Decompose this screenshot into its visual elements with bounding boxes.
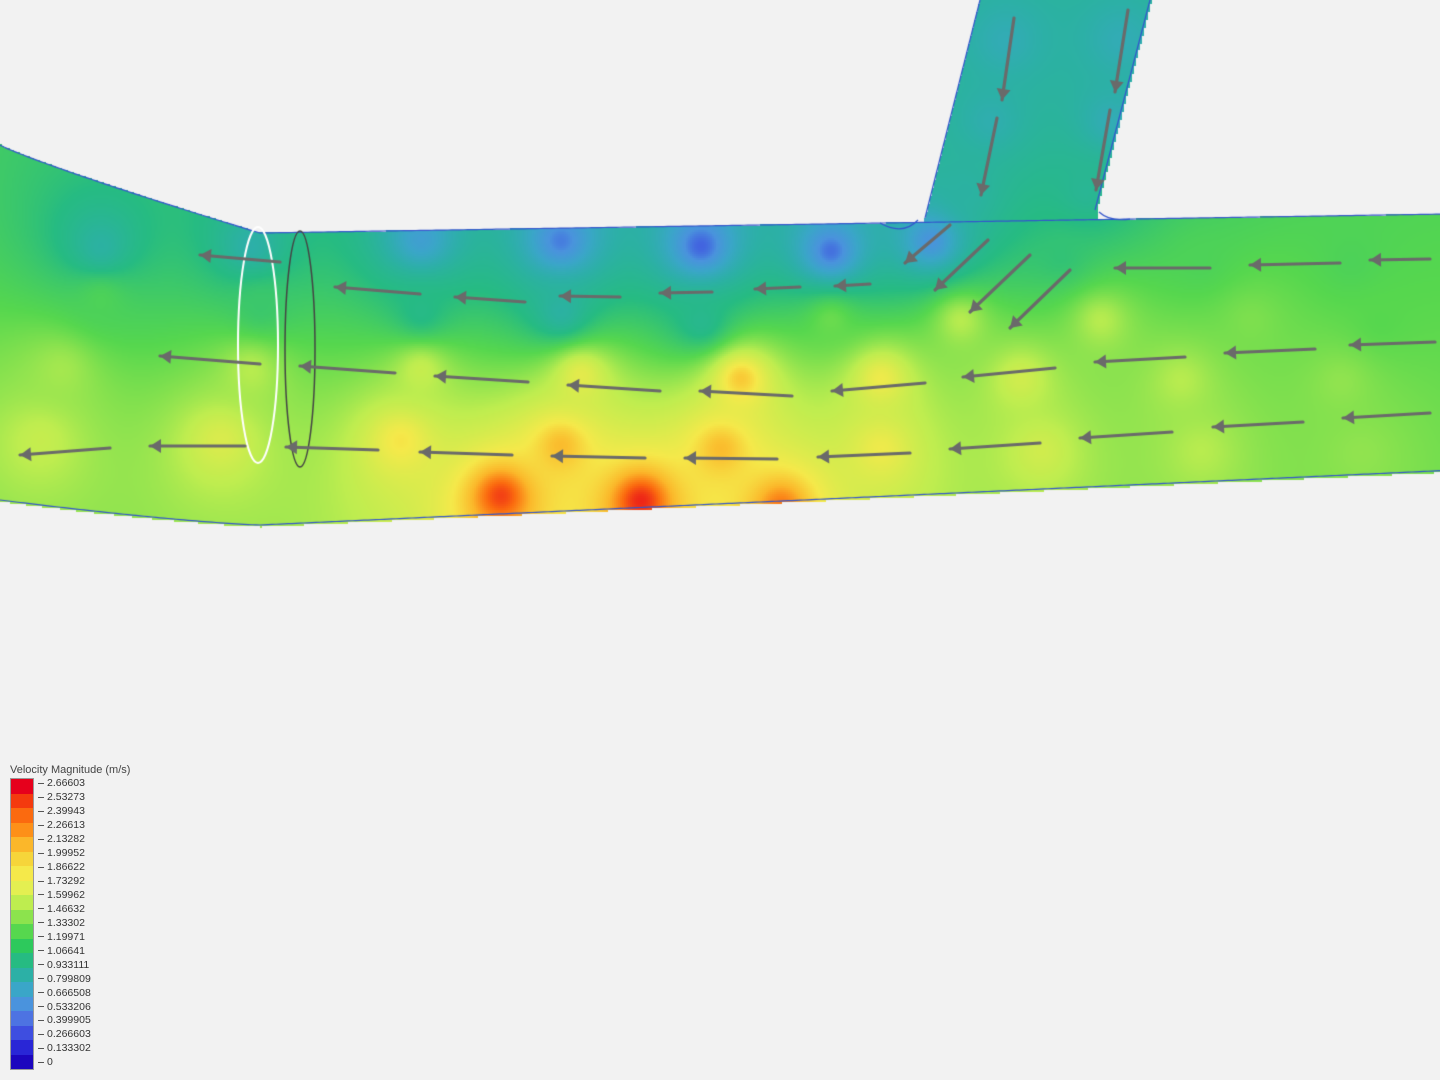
legend-tick: 0.533206 xyxy=(38,1002,91,1013)
legend-ticks: 2.66603 2.53273 2.39943 2.26613 2.13282 1.999… xyxy=(34,778,91,1068)
color-legend: Velocity Magnitude (m/s) 2.666032.532732… xyxy=(10,764,130,1070)
legend-swatch xyxy=(11,1026,33,1041)
legend-colorbar xyxy=(10,778,34,1070)
legend-tick: 0.266603 xyxy=(38,1029,91,1040)
legend-tick: 0.666508 xyxy=(38,988,91,999)
legend-tick: 0.933111 xyxy=(38,960,91,971)
legend-swatch xyxy=(11,779,33,794)
legend-swatch xyxy=(11,895,33,910)
legend-swatch xyxy=(11,910,33,925)
legend-tick: 0.799809 xyxy=(38,974,91,985)
legend-tick: 0.133302 xyxy=(38,1043,91,1054)
legend-swatch xyxy=(11,808,33,823)
legend-swatch xyxy=(11,1011,33,1026)
legend-tick: 2.39943 xyxy=(38,806,91,817)
legend-swatch xyxy=(11,953,33,968)
legend-swatch xyxy=(11,866,33,881)
legend-swatch xyxy=(11,1055,33,1070)
legend-swatch xyxy=(11,997,33,1012)
legend-tick: 2.13282 xyxy=(38,834,91,845)
legend-swatch xyxy=(11,794,33,809)
legend-swatch xyxy=(11,837,33,852)
legend-tick: 1.19971 xyxy=(38,932,91,943)
legend-tick: 1.86622 xyxy=(38,862,91,873)
cfd-viewport[interactable] xyxy=(0,0,1440,1080)
legend-swatch xyxy=(11,924,33,939)
legend-tick: 0.399905 xyxy=(38,1015,91,1026)
legend-tick: 1.46632 xyxy=(38,904,91,915)
legend-tick: 1.06641 xyxy=(38,946,91,957)
legend-tick: 2.53273 xyxy=(38,792,91,803)
legend-tick: 2.26613 xyxy=(38,820,91,831)
legend-tick: 1.33302 xyxy=(38,918,91,929)
legend-title: Velocity Magnitude (m/s) xyxy=(10,764,130,776)
legend-swatch xyxy=(11,852,33,867)
legend-swatch xyxy=(11,823,33,838)
legend-swatch xyxy=(11,881,33,896)
legend-swatch xyxy=(11,1040,33,1055)
legend-swatch xyxy=(11,968,33,983)
legend-tick: 1.99952 xyxy=(38,848,91,859)
legend-tick: 1.59962 xyxy=(38,890,91,901)
legend-tick: 1.73292 xyxy=(38,876,91,887)
legend-swatch xyxy=(11,982,33,997)
legend-tick: 2.66603 xyxy=(38,778,91,789)
legend-swatch xyxy=(11,939,33,954)
legend-tick: 0 xyxy=(38,1057,91,1068)
